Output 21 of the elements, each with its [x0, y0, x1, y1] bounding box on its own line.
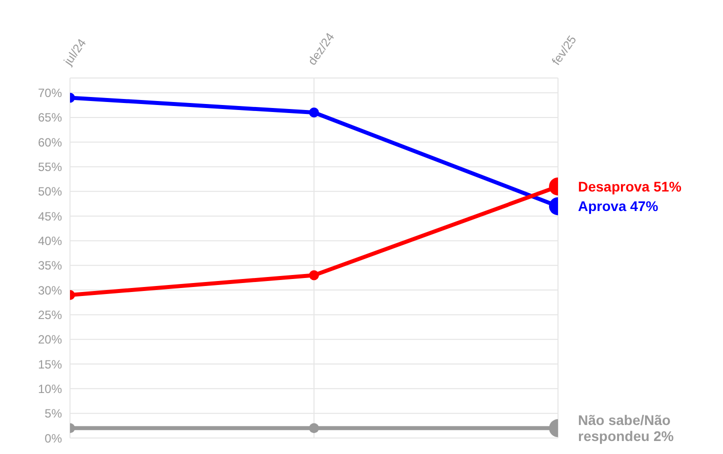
y-tick-label: 10%	[38, 382, 62, 396]
y-tick-label: 30%	[38, 283, 62, 298]
y-tick-label: 45%	[38, 209, 62, 224]
y-tick-label: 15%	[38, 357, 62, 372]
text: Aprova 47%	[578, 198, 658, 214]
point	[309, 423, 319, 434]
text: Não sabe/Não respondeu 2%	[578, 412, 674, 444]
y-tick-label: 60%	[38, 135, 62, 150]
y-tick-label: 20%	[38, 332, 62, 347]
y-tick-label: 55%	[38, 160, 62, 174]
point	[309, 108, 319, 118]
y-tick-label: 50%	[38, 184, 62, 199]
y-tick-label: 40%	[38, 234, 62, 248]
point	[309, 270, 319, 280]
text: Desaprova 51%	[578, 178, 682, 194]
y-tick-label: 35%	[38, 258, 62, 273]
y-tick-label: 5%	[44, 406, 62, 421]
y-tick-label: 70%	[38, 86, 62, 100]
y-tick-label: 65%	[38, 110, 62, 125]
y-tick-label: 25%	[38, 308, 62, 322]
y-tick-label: 0%	[44, 431, 62, 446]
